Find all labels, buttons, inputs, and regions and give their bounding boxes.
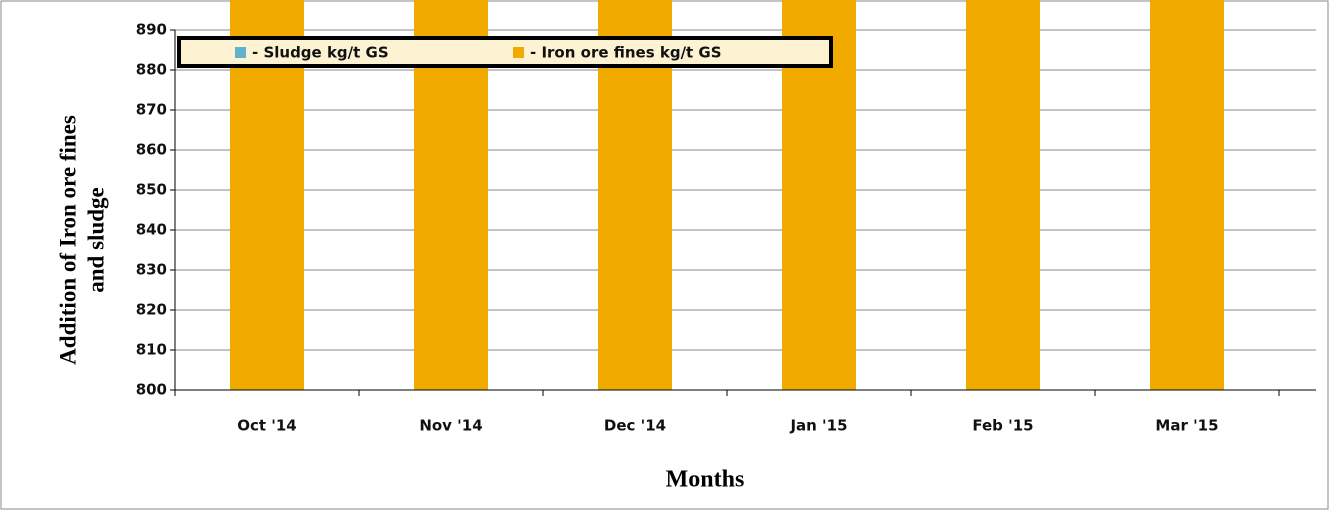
y-axis-title: Addition of Iron ore fines and sludge [55, 115, 108, 365]
y-tick-label: 850 [136, 181, 167, 199]
y-tick-label: 880 [136, 61, 167, 79]
y-tick-label: 840 [136, 221, 167, 239]
y-tick-label: 810 [136, 341, 167, 359]
y-tick-label: 800 [136, 381, 167, 399]
bar-segment [966, 0, 1040, 390]
x-tick-label: Jan '15 [789, 417, 847, 435]
legend-box [177, 36, 833, 68]
x-axis-title: Months [666, 467, 745, 493]
y-tick-label: 860 [136, 141, 167, 159]
y-axis-title-line: and sludge [83, 187, 108, 292]
y-tick-label: 820 [136, 301, 167, 319]
legend-swatch [513, 47, 524, 58]
x-tick-label: Dec '14 [604, 417, 666, 435]
legend-label: - Iron ore fines kg/t GS [530, 44, 722, 62]
y-tick-label: 830 [136, 261, 167, 279]
x-tick-label: Feb '15 [972, 417, 1033, 435]
y-tick-label: 870 [136, 101, 167, 119]
x-tick-label: Nov '14 [419, 417, 482, 435]
bar-segment [1150, 0, 1224, 390]
y-axis-title-line: Addition of Iron ore fines [55, 115, 80, 365]
legend-swatch [235, 47, 246, 58]
x-tick-label: Oct '14 [237, 417, 297, 435]
legend-label: - Sludge kg/t GS [252, 44, 389, 62]
y-tick-label: 890 [136, 21, 167, 39]
x-tick-label: Mar '15 [1155, 417, 1218, 435]
